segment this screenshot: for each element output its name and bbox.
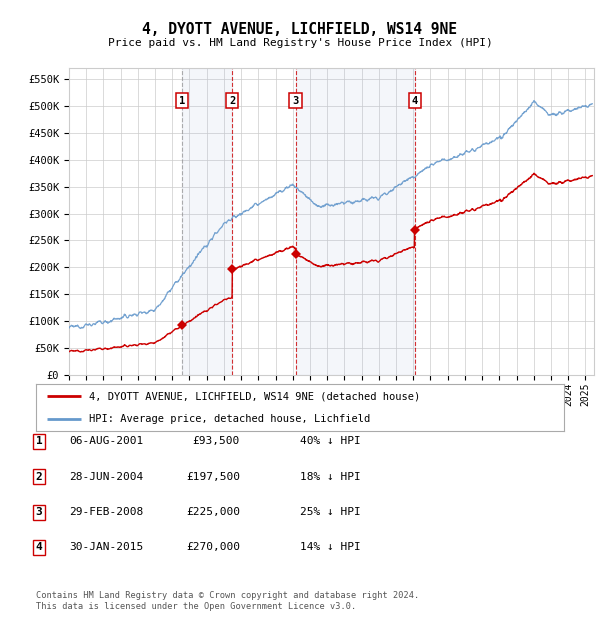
Text: £93,500: £93,500 [193, 436, 240, 446]
Text: 2: 2 [35, 472, 43, 482]
Text: This data is licensed under the Open Government Licence v3.0.: This data is licensed under the Open Gov… [36, 602, 356, 611]
Text: 4, DYOTT AVENUE, LICHFIELD, WS14 9NE (detached house): 4, DYOTT AVENUE, LICHFIELD, WS14 9NE (de… [89, 391, 420, 401]
Text: 3: 3 [292, 95, 299, 105]
Text: HPI: Average price, detached house, Lichfield: HPI: Average price, detached house, Lich… [89, 414, 370, 424]
Text: 1: 1 [35, 436, 43, 446]
Text: 28-JUN-2004: 28-JUN-2004 [69, 472, 143, 482]
Text: 40% ↓ HPI: 40% ↓ HPI [300, 436, 361, 446]
Text: 4: 4 [35, 542, 43, 552]
Bar [296, 68, 415, 375]
Text: Contains HM Land Registry data © Crown copyright and database right 2024.: Contains HM Land Registry data © Crown c… [36, 591, 419, 600]
Text: 14% ↓ HPI: 14% ↓ HPI [300, 542, 361, 552]
Text: Price paid vs. HM Land Registry's House Price Index (HPI): Price paid vs. HM Land Registry's House … [107, 38, 493, 48]
Text: 25% ↓ HPI: 25% ↓ HPI [300, 507, 361, 517]
Text: 18% ↓ HPI: 18% ↓ HPI [300, 472, 361, 482]
Text: 06-AUG-2001: 06-AUG-2001 [69, 436, 143, 446]
Bar [182, 68, 232, 375]
Text: 4: 4 [412, 95, 418, 105]
Text: £197,500: £197,500 [186, 472, 240, 482]
Text: 30-JAN-2015: 30-JAN-2015 [69, 542, 143, 552]
Text: 2: 2 [229, 95, 235, 105]
Text: £225,000: £225,000 [186, 507, 240, 517]
Text: 29-FEB-2008: 29-FEB-2008 [69, 507, 143, 517]
Text: 4, DYOTT AVENUE, LICHFIELD, WS14 9NE: 4, DYOTT AVENUE, LICHFIELD, WS14 9NE [143, 22, 458, 37]
Text: 3: 3 [35, 507, 43, 517]
Text: £270,000: £270,000 [186, 542, 240, 552]
Text: 1: 1 [179, 95, 185, 105]
